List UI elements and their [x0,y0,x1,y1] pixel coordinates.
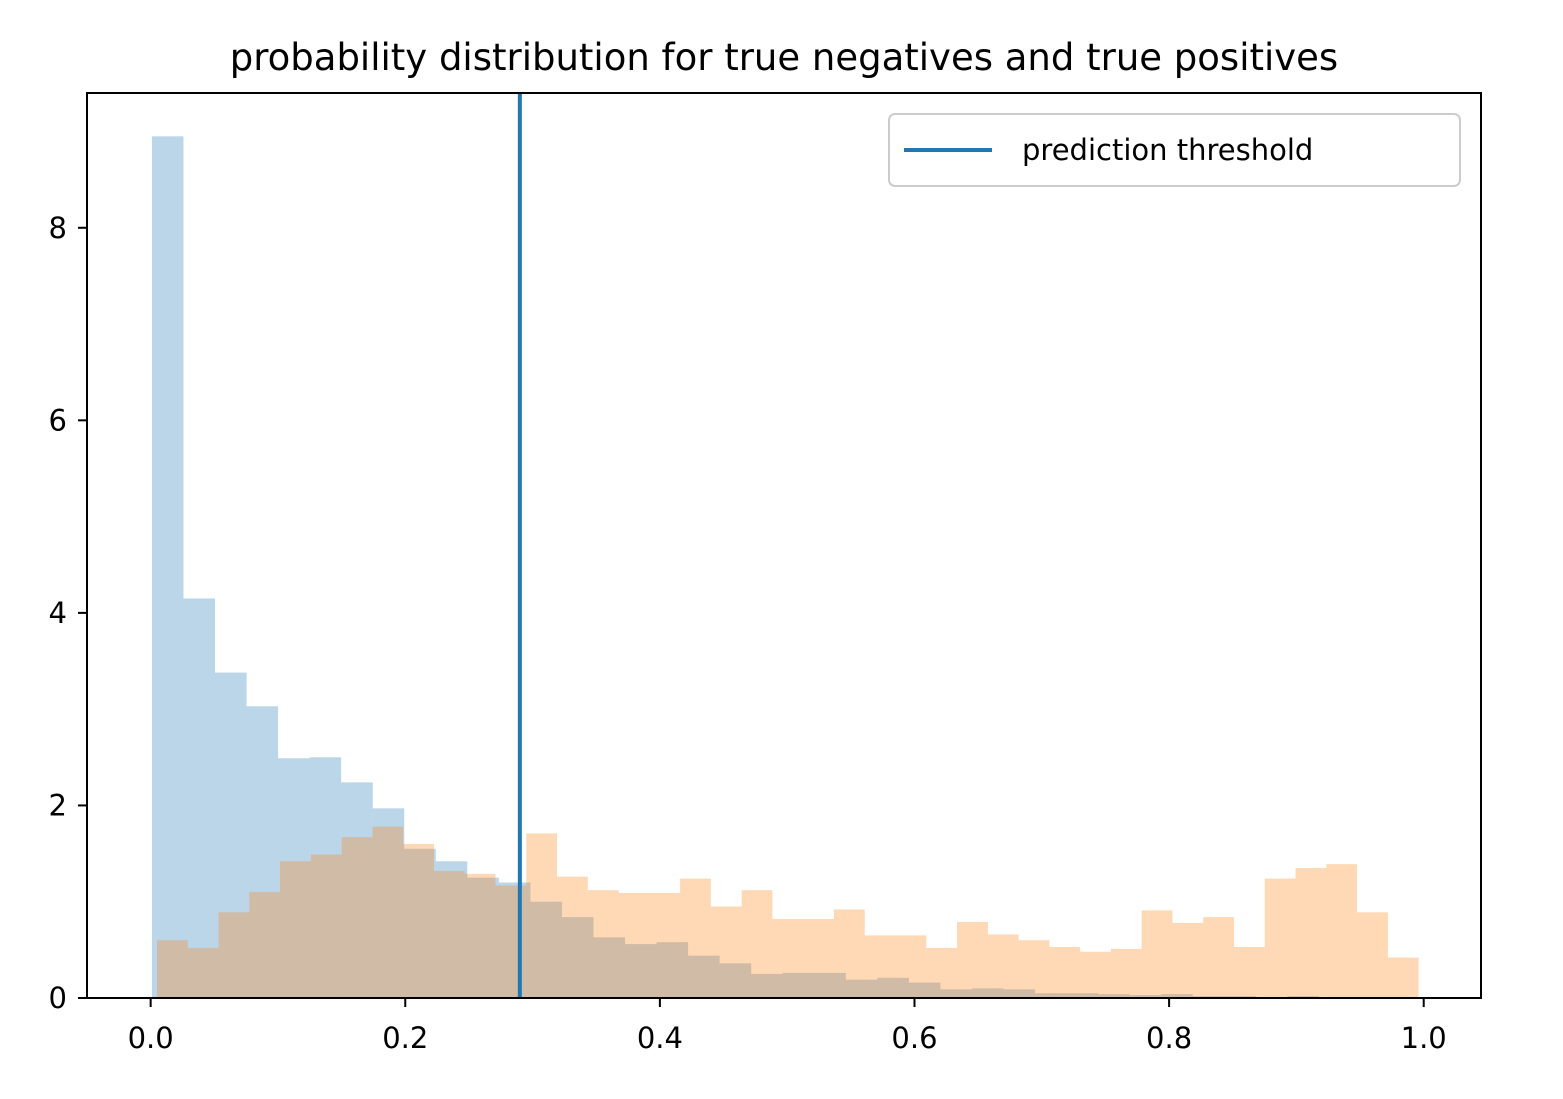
y-tick-label: 0 [49,981,67,1015]
legend-box [888,113,1461,187]
series-1-bar [1161,994,1193,998]
series-2-bar [710,906,742,998]
series-1-bar [1129,995,1162,998]
series-2-bar [1264,878,1296,998]
series-2-bar [864,935,896,998]
series-2-bar [1357,912,1388,998]
series-1-bar [467,877,499,998]
series-1-bar [782,972,815,998]
series-1-bar [246,706,279,998]
series-1-bar [656,942,689,998]
series-1-bar [404,848,436,998]
series-1-bar [183,598,216,998]
series-1-bar [498,882,531,998]
x-tick-label: 1.0 [1401,1021,1447,1055]
series-2-bar [680,878,711,998]
series-1-bar [751,973,783,998]
series-2-bar [372,826,404,998]
series-1-bar [908,982,941,998]
axes: 0.0 0.2 0.4 0.6 0.8 1.0 0 2 4 6 8 [49,92,1482,1055]
series-1-bar [215,672,247,998]
series-1-bar [278,758,310,998]
series-1-bar [1035,993,1067,998]
y-tick-label: 2 [49,788,67,822]
series-2-bar [1141,910,1173,998]
series-2-bar [987,934,1019,998]
series-2-bar [341,837,373,998]
series-1-bar [309,757,342,998]
series-2-bar [1295,868,1327,998]
series-2-bar [464,873,496,998]
series-1-bar [625,944,657,998]
series-2-bar [218,912,250,998]
series-2-bar [403,843,434,998]
series-1-bar [372,808,405,998]
series-1-bar [435,861,468,998]
series-2-bar [1049,946,1081,998]
chart-title: probability distribution for true negati… [230,36,1338,79]
series-2-bar [1387,957,1419,998]
series-1-bar [530,901,562,998]
series-1-bar [877,977,909,998]
series-2-bar [187,947,219,998]
series-2-bar [587,890,619,998]
y-tick-label: 4 [49,596,67,630]
histogram-bars [151,136,1419,998]
series-2-bar [1172,922,1204,998]
series-1-bar [971,988,1004,998]
x-tick-label: 0.4 [637,1021,683,1055]
y-tick-label: 8 [49,211,67,245]
x-tick-label: 0.0 [128,1021,174,1055]
series-1-bar [341,782,373,998]
series-1 [151,136,1414,998]
series-2-bar [895,935,927,998]
series-2-bar [249,892,281,998]
legend: prediction threshold [888,113,1461,187]
series-1-bar [1098,994,1130,998]
series-1-bar [940,989,972,998]
series-2-bar [649,893,681,998]
series-2-bar [1326,864,1358,998]
series-2-bar [526,833,558,998]
series-2-bar [1203,917,1234,998]
series-1-bar [561,917,594,998]
series-2-bar [833,909,865,998]
series-1-bar [688,955,720,998]
series-2-bar [741,890,773,998]
y-tick-label: 6 [49,403,67,437]
series-2-bar [433,870,465,998]
series-2-bar [772,919,804,998]
x-tick-label: 0.8 [1146,1021,1192,1055]
series-2-bar [557,876,588,998]
series-2-bar [157,940,188,998]
series-2-bar [310,854,342,998]
series-1-bar [814,972,846,998]
series-2-bar [618,893,650,998]
x-tick-label: 0.6 [891,1021,937,1055]
series-1-bar [593,937,626,998]
series-1-bar [151,136,184,998]
series-2 [157,826,1419,998]
series-2-bar [926,947,958,998]
series-1-bar [1066,993,1099,998]
plot-frame [86,92,1482,999]
series-2-bar [957,921,988,998]
legend-label: prediction threshold [1022,133,1313,167]
series-2-bar [1018,940,1050,998]
series-2-bar [1080,951,1111,998]
series-2-bar [280,861,311,998]
series-1-bar [845,979,878,998]
series-2-bar [803,919,834,998]
series-2-bar [1233,946,1265,998]
series-1-bar [1003,989,1036,998]
series-2-bar [1110,948,1142,998]
series-1-bar [719,963,752,998]
x-tick-label: 0.2 [382,1021,428,1055]
